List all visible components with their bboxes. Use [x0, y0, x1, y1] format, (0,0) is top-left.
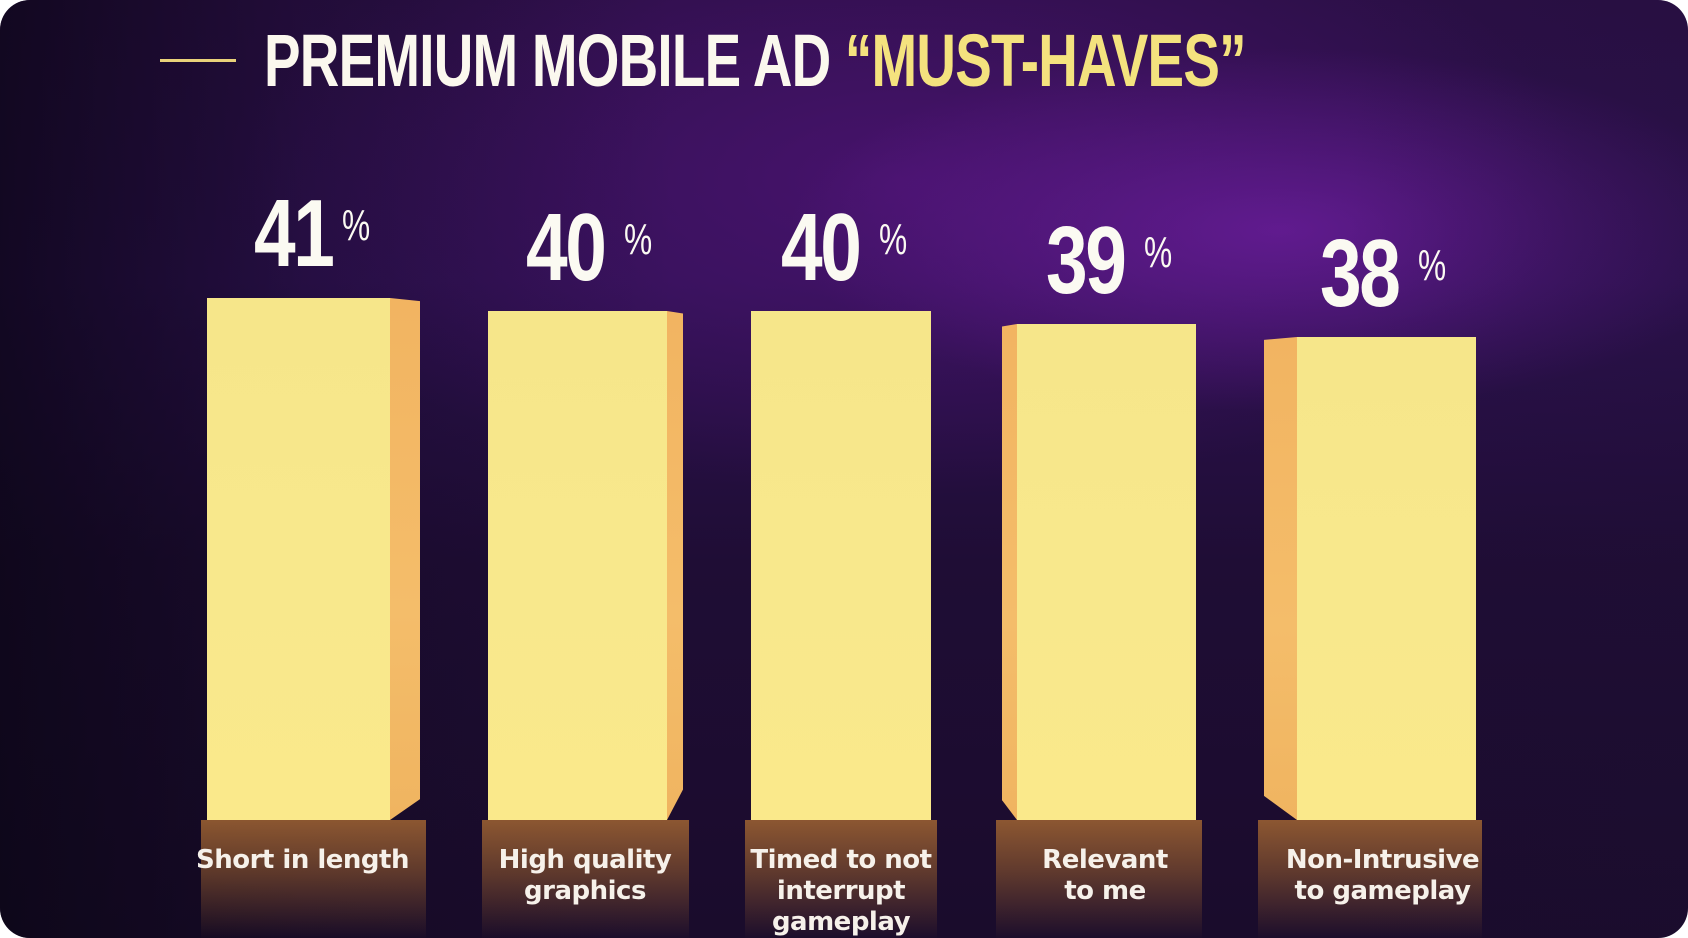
bar-front — [207, 298, 390, 820]
bar-side — [667, 311, 683, 820]
bar-value-3: 40% — [781, 194, 908, 301]
bar-value-2: 40% — [526, 194, 653, 301]
bar-label-1: Short in length — [196, 845, 409, 875]
bar-reflection — [745, 820, 937, 938]
title-accent-rule — [160, 59, 236, 62]
bar-reflection — [482, 820, 689, 938]
bar-short-in-length — [201, 298, 426, 938]
bar-reflection — [996, 820, 1202, 938]
bar-high-quality-graphics — [482, 311, 689, 938]
bar-timed-to-not-interrupt-gameplay — [745, 311, 937, 938]
bar-front — [1297, 337, 1476, 820]
bar-value-1: 41% — [254, 180, 371, 287]
bar-label-3: Timed to not interrupt gameplay — [750, 845, 932, 937]
bar-reflection — [201, 820, 426, 938]
chart-title: PREMIUM MOBILE AD “MUST-HAVES” — [264, 24, 1246, 98]
bar-label-4: Relevant to me — [1042, 845, 1168, 906]
bar-front — [1017, 324, 1196, 820]
bar-value-5: 38% — [1320, 220, 1447, 327]
bar-side — [390, 298, 420, 820]
bar-value-4: 39% — [1046, 207, 1173, 314]
bar-front — [751, 311, 931, 820]
bar-front — [488, 311, 667, 820]
bar-side — [1264, 337, 1297, 820]
title-accent: “MUST-HAVES” — [844, 19, 1247, 102]
bar-reflection — [1258, 820, 1482, 938]
bar-relevant-to-me — [996, 324, 1202, 938]
bar-label-5: Non-Intrusive to gameplay — [1285, 845, 1480, 906]
bar-side — [1002, 324, 1017, 820]
bar-label-2: High quality graphics — [498, 845, 672, 906]
bar-non-intrusive-to-gameplay — [1258, 337, 1482, 938]
title-main: PREMIUM MOBILE AD — [264, 19, 845, 102]
